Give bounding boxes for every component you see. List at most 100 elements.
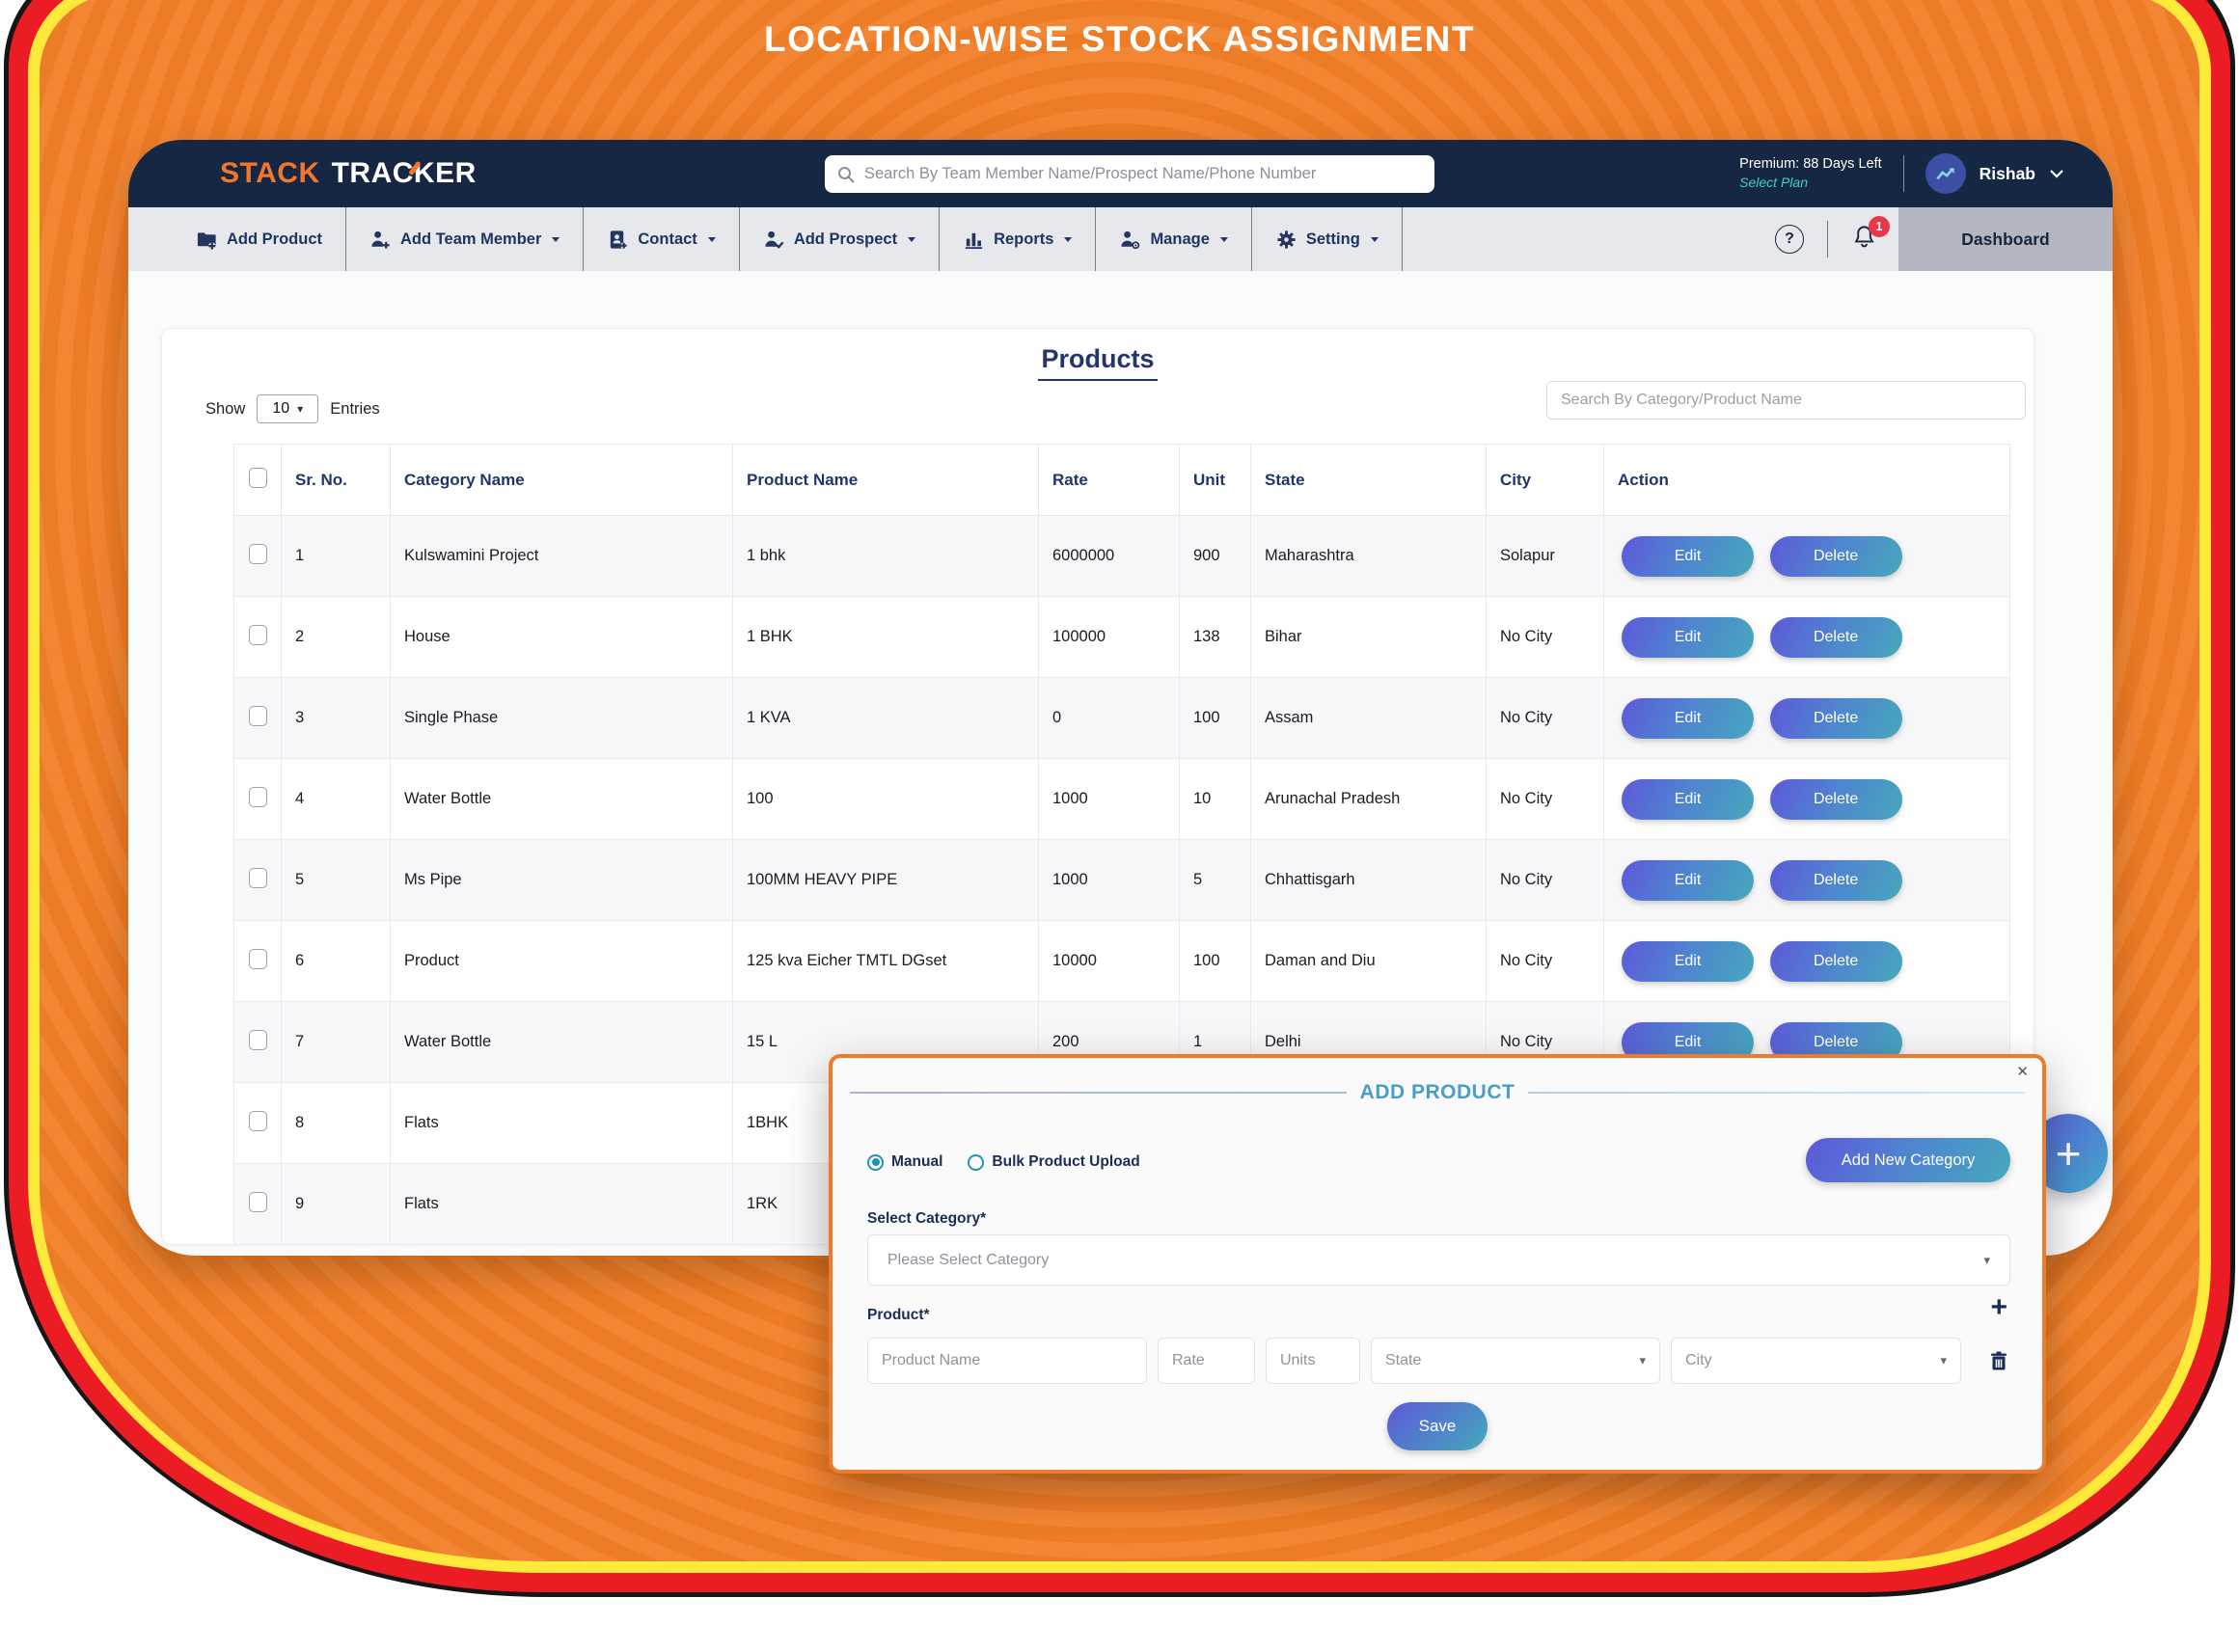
cell-city: No City [1486, 758, 1604, 840]
delete-button[interactable]: Delete [1769, 616, 1902, 658]
table-row: 1 Kulswamini Project 1 bhk 6000000 900 M… [233, 515, 2010, 597]
cell-sr-no: 7 [281, 1001, 391, 1083]
cell-category-name: Product [390, 920, 733, 1002]
delete-button[interactable]: Delete [1769, 778, 1902, 820]
cell-sr-no: 9 [281, 1163, 391, 1245]
header-rate: Rate [1038, 444, 1180, 516]
upload-mode-radios: Manual Bulk Product Upload [867, 1153, 1140, 1171]
cell-state: Bihar [1250, 596, 1487, 678]
rate-field[interactable] [1158, 1338, 1255, 1384]
row-checkbox[interactable] [248, 705, 267, 726]
edit-button[interactable]: Edit [1622, 778, 1754, 820]
delete-button[interactable]: Delete [1769, 859, 1902, 901]
product-name-field[interactable] [867, 1338, 1147, 1384]
help-icon[interactable]: ? [1775, 225, 1804, 254]
delete-row-button[interactable] [1987, 1349, 2010, 1372]
cell-sr-no: 2 [281, 596, 391, 678]
menu-manage[interactable]: Manage [1096, 207, 1252, 271]
menu-add-prospect[interactable]: Add Prospect [740, 207, 941, 271]
close-icon[interactable]: ✕ [2016, 1064, 2029, 1080]
table-row: 5 Ms Pipe 100MM HEAVY PIPE 1000 5 Chhatt… [233, 839, 2010, 921]
cell-category-name: Ms Pipe [390, 839, 733, 921]
cell-sr-no: 5 [281, 839, 391, 921]
edit-button[interactable]: Edit [1622, 859, 1754, 901]
global-search-input[interactable] [864, 165, 1423, 183]
caret-down-icon: ▾ [1639, 1353, 1646, 1368]
menu-setting[interactable]: Setting [1252, 207, 1403, 271]
units-field[interactable] [1266, 1338, 1360, 1384]
delete-button[interactable]: Delete [1769, 535, 1902, 577]
row-checkbox[interactable] [248, 786, 267, 807]
radio-bulk-product-upload[interactable]: Bulk Product Upload [968, 1153, 1140, 1171]
cell-city: No City [1486, 677, 1604, 759]
edit-button[interactable]: Edit [1622, 616, 1754, 658]
row-checkbox[interactable] [248, 624, 267, 645]
header-state: State [1250, 444, 1487, 516]
cell-product-name: 100 [732, 758, 1039, 840]
state-select[interactable]: State ▾ [1371, 1338, 1660, 1384]
menu-label: Manage [1150, 230, 1210, 248]
table-row: 2 House 1 BHK 100000 138 Bihar No City E… [233, 596, 2010, 678]
cell-city: No City [1486, 920, 1604, 1002]
modal-header: ADD PRODUCT [850, 1081, 2026, 1104]
cell-action: Edit Delete [1603, 677, 2010, 759]
category-search-input[interactable] [1546, 381, 2026, 420]
caret-down-icon: ▾ [1983, 1252, 1990, 1267]
row-checkbox[interactable] [248, 1029, 267, 1050]
select-all-checkbox[interactable] [248, 467, 267, 488]
row-checkbox[interactable] [248, 948, 267, 969]
row-checkbox[interactable] [248, 1191, 267, 1212]
product-fields-row: State ▾ City ▾ [867, 1338, 2010, 1384]
add-product-row-icon[interactable]: + [1990, 1291, 2007, 1323]
menu-label: Add Team Member [400, 230, 542, 248]
cell-unit: 10 [1179, 758, 1251, 840]
modal-header-line-left [850, 1092, 1347, 1094]
notifications-button[interactable]: 1 [1851, 216, 1890, 255]
tab-dashboard[interactable]: Dashboard [1898, 207, 2113, 271]
menu-label: Contact [638, 230, 697, 248]
menu-label: Setting [1305, 230, 1360, 248]
delete-button[interactable]: Delete [1769, 940, 1902, 982]
cell-product-name: 100MM HEAVY PIPE [732, 839, 1039, 921]
edit-button[interactable]: Edit [1622, 697, 1754, 739]
chevron-down-icon[interactable] [2049, 169, 2064, 178]
menu-reports[interactable]: Reports [940, 207, 1097, 271]
category-select[interactable]: Please Select Category ▾ [867, 1234, 2010, 1286]
products-table: Sr. No. Category Name Product Name Rate … [233, 444, 2010, 1245]
cell-product-name: 1 bhk [732, 515, 1039, 597]
header-sr-no: Sr. No. [281, 444, 391, 516]
username[interactable]: Rishab [1979, 163, 2035, 183]
add-new-category-button[interactable]: Add New Category [1806, 1138, 2010, 1182]
table-row: 3 Single Phase 1 KVA 0 100 Assam No City… [233, 677, 2010, 759]
top-navbar: STACK TRACKER Premium: 88 Days Left Selec… [128, 140, 2113, 207]
menu-add-product[interactable]: Add Product [128, 207, 346, 271]
radio-manual-label: Manual [891, 1153, 943, 1170]
caret-down-icon: ▾ [297, 402, 304, 416]
row-checkbox[interactable] [248, 543, 267, 564]
cell-action: Edit Delete [1603, 596, 2010, 678]
cell-sr-no: 4 [281, 758, 391, 840]
row-checkbox[interactable] [248, 867, 267, 888]
navbar-divider [1902, 155, 1904, 192]
person-plus-icon [369, 229, 392, 251]
menu-add-team-member[interactable]: Add Team Member [346, 207, 585, 271]
cell-unit: 5 [1179, 839, 1251, 921]
edit-button[interactable]: Edit [1622, 535, 1754, 577]
entries-select[interactable]: 10 ▾ [257, 394, 319, 423]
dropdown-caret-icon [1370, 236, 1379, 242]
save-button[interactable]: Save [1387, 1402, 1488, 1450]
edit-button[interactable]: Edit [1622, 940, 1754, 982]
select-plan-link[interactable]: Select Plan [1739, 175, 1808, 191]
row-checkbox[interactable] [248, 1110, 267, 1131]
avatar[interactable] [1925, 153, 1966, 194]
cell-city: No City [1486, 596, 1604, 678]
cell-unit: 900 [1179, 515, 1251, 597]
menu-contact[interactable]: Contact [584, 207, 740, 271]
notification-badge: 1 [1869, 216, 1890, 237]
city-select[interactable]: City ▾ [1671, 1338, 1961, 1384]
premium-days-left: Premium: 88 Days Left [1739, 156, 1882, 173]
radio-manual[interactable]: Manual [867, 1153, 942, 1171]
person-gear-icon [1119, 229, 1141, 251]
delete-button[interactable]: Delete [1769, 697, 1902, 739]
cell-category-name: Water Bottle [390, 758, 733, 840]
